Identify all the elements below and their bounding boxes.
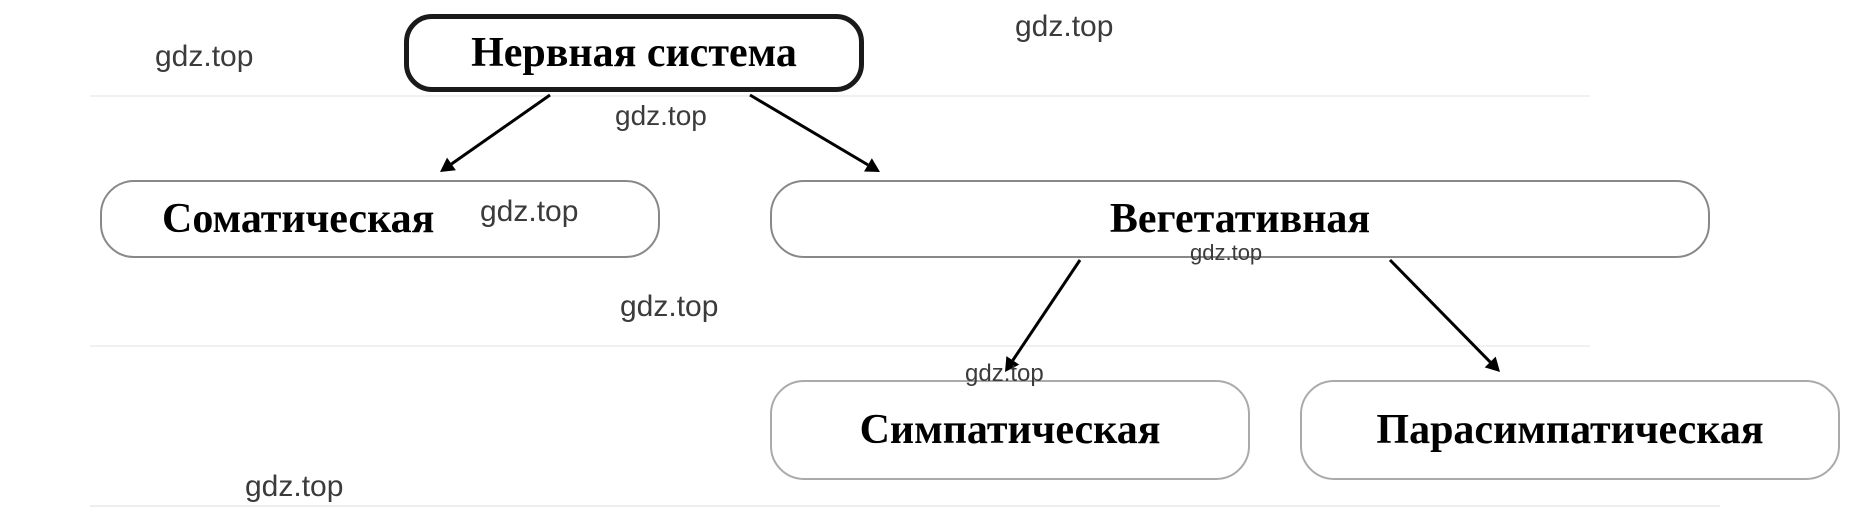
node-nervous-system: Нервная система: [404, 14, 864, 92]
watermark-text: gdz.top: [620, 290, 718, 324]
node-nervous-system-label: Нервная система: [471, 29, 797, 77]
watermark-text: gdz.top: [245, 470, 343, 504]
node-somatic-label: Соматическая: [162, 195, 434, 243]
watermark-text: gdz.top: [480, 195, 578, 229]
node-parasympathetic: Парасимпатическая: [1300, 380, 1840, 480]
arrow-root_to_somatic: [451, 95, 550, 164]
watermark-text: gdz.top: [155, 40, 253, 74]
node-parasympathetic-label: Парасимпатическая: [1376, 406, 1763, 454]
watermark-text: gdz.top: [615, 100, 707, 132]
arrow-root_to_vegetative: [750, 95, 868, 165]
arrowhead-root_to_somatic: [440, 158, 456, 172]
arrow-veg_to_parasymp: [1390, 260, 1490, 362]
watermark-text: gdz.top: [965, 360, 1044, 388]
watermark-text: gdz.top: [1015, 10, 1113, 44]
node-vegetative-label: Вегетативная: [1110, 195, 1370, 243]
arrow-veg_to_symp: [1013, 260, 1080, 360]
node-sympathetic-label: Симпатическая: [860, 406, 1161, 454]
node-sympathetic: Симпатическая: [770, 380, 1250, 480]
watermark-text: gdz.top: [1190, 240, 1262, 266]
